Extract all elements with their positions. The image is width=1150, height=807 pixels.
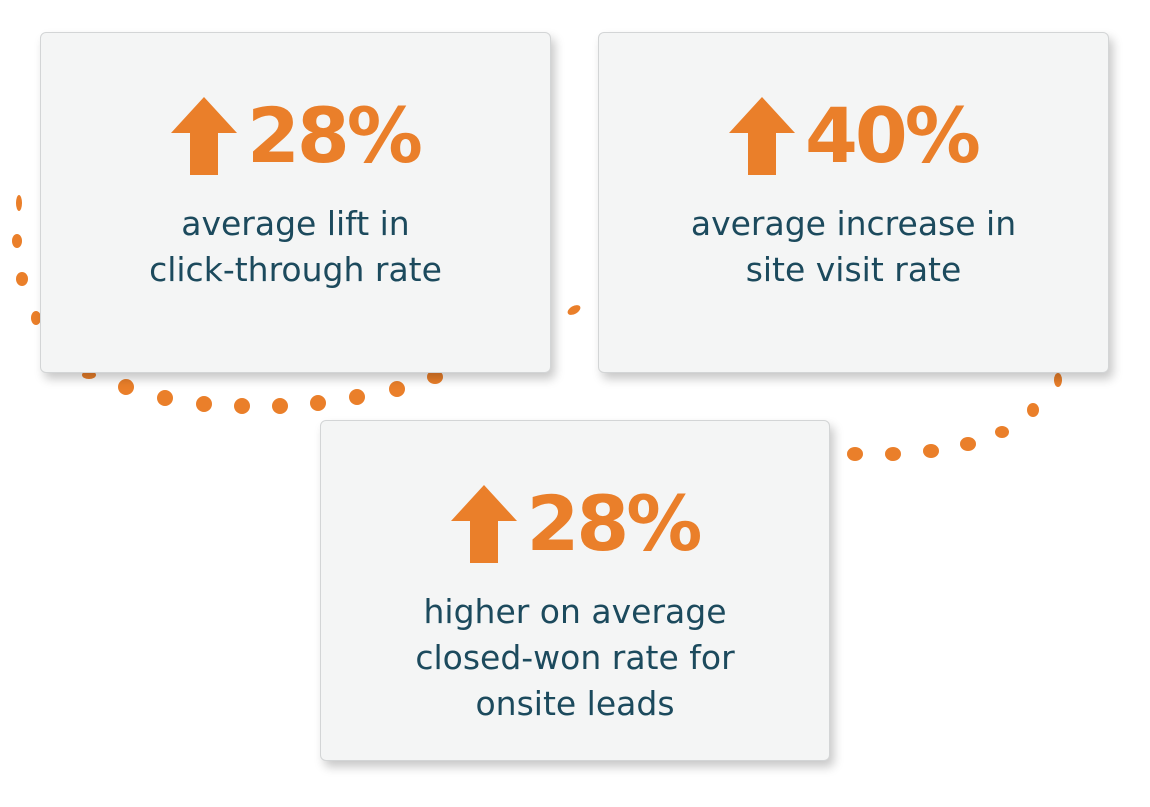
path-dot	[272, 398, 288, 414]
path-dot	[31, 311, 41, 325]
stat-caption: average increase in site visit rate	[599, 201, 1108, 293]
path-dot	[234, 398, 250, 414]
stat-value: 40%	[805, 91, 981, 180]
path-dot	[389, 381, 405, 397]
path-dot	[196, 396, 212, 412]
stat-row: 28%	[41, 91, 550, 181]
path-dot	[16, 272, 28, 286]
caption-line: closed-won rate for	[415, 638, 735, 677]
arrow-up-icon	[171, 97, 238, 175]
path-dot	[118, 379, 134, 395]
path-dot	[885, 447, 901, 461]
stat-value: 28%	[526, 479, 703, 568]
arrow-up-icon	[450, 485, 517, 563]
stat-caption: higher on average closed-won rate for on…	[321, 589, 829, 727]
path-dot	[82, 371, 96, 379]
path-dot	[157, 390, 173, 406]
caption-line: click-through rate	[149, 250, 442, 289]
path-dot	[16, 195, 22, 211]
caption-line: average increase in	[690, 204, 1017, 243]
caption-line: onsite leads	[475, 684, 675, 723]
arrow-up-icon	[729, 97, 796, 175]
path-dot	[12, 234, 22, 248]
stat-card-closed-won: 28% higher on average closed-won rate fo…	[320, 420, 830, 761]
path-dot	[960, 437, 976, 451]
stat-value: 28%	[247, 91, 423, 180]
caption-line: higher on average	[423, 592, 727, 631]
path-dot	[310, 395, 326, 411]
stat-row: 40%	[599, 91, 1108, 181]
stat-card-site-visit: 40% average increase in site visit rate	[598, 32, 1109, 373]
path-dot	[1054, 373, 1062, 387]
stat-card-click-through: 28% average lift in click-through rate	[40, 32, 551, 373]
path-dot	[1027, 403, 1039, 417]
caption-line: average lift in	[181, 204, 410, 243]
path-dot	[847, 447, 863, 461]
caption-line: site visit rate	[745, 250, 962, 289]
path-dot	[995, 426, 1009, 438]
path-dot	[923, 444, 939, 458]
path-dot	[349, 389, 365, 405]
stat-row: 28%	[321, 479, 829, 569]
path-dot	[567, 305, 581, 315]
stat-caption: average lift in click-through rate	[41, 201, 550, 293]
path-dot	[427, 370, 443, 384]
